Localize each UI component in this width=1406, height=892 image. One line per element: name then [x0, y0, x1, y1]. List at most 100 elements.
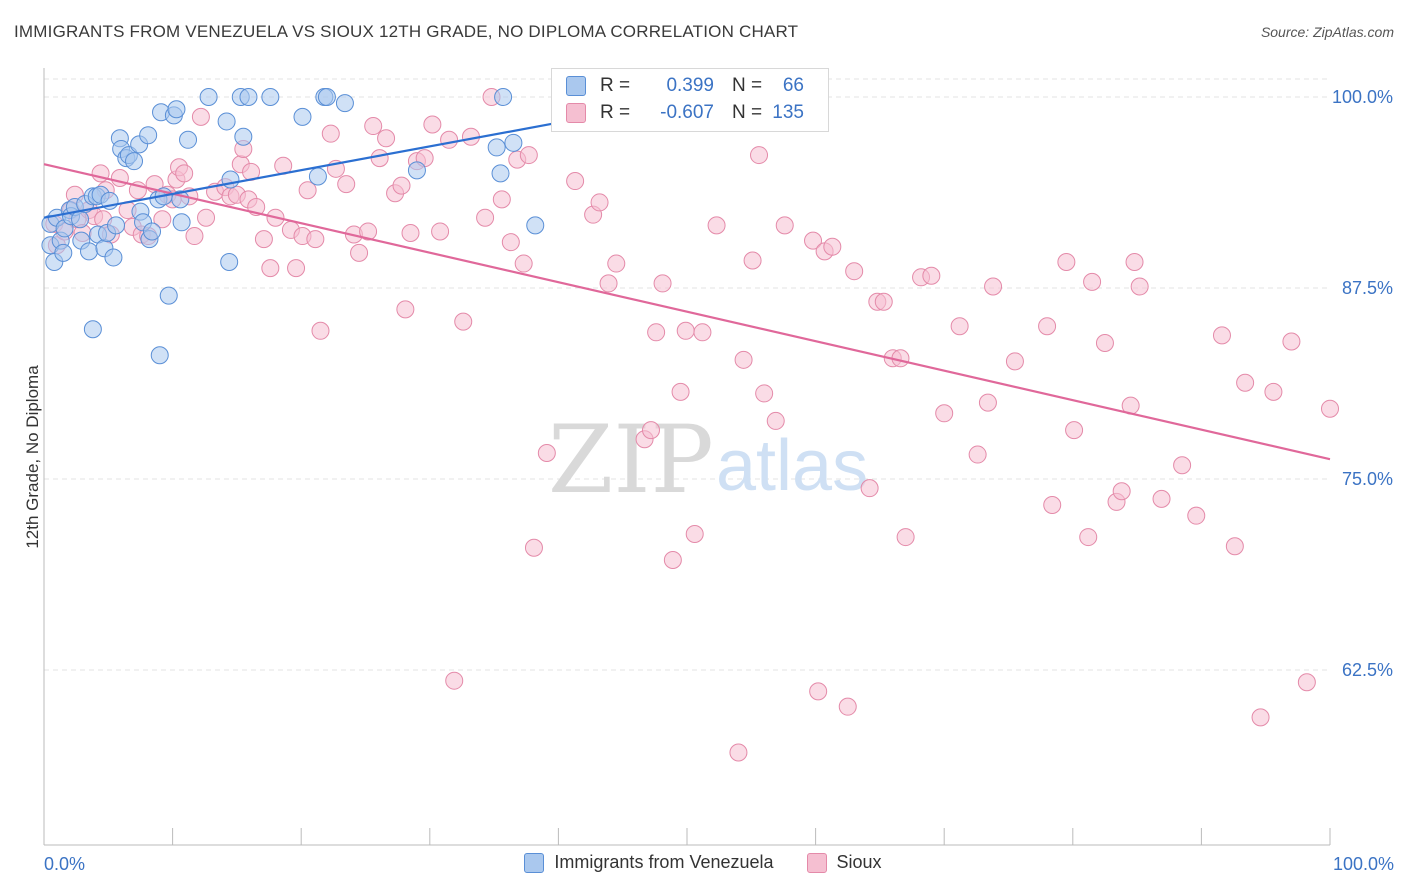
venezuela-point: [491, 164, 510, 183]
venezuela-point: [139, 126, 158, 145]
sioux-point: [1043, 495, 1062, 514]
venezuela-point: [487, 138, 506, 157]
sioux-point: [607, 254, 626, 273]
y-tick-label: 75.0%: [1342, 469, 1393, 489]
n-label: N =: [732, 75, 763, 96]
venezuela-point: [239, 88, 258, 106]
sioux-point: [254, 230, 273, 249]
y-tick-label: 100.0%: [1332, 87, 1393, 107]
sioux-point: [454, 312, 473, 331]
sioux-point: [729, 743, 748, 762]
venezuela-point: [199, 88, 218, 106]
x-tick-label: 100.0%: [1333, 854, 1394, 874]
sioux-point: [978, 393, 997, 412]
x-tick-label: 0.0%: [44, 854, 85, 874]
sioux-point: [1112, 482, 1131, 501]
sioux-point: [676, 321, 695, 340]
r-value-sioux: -0.607: [660, 102, 714, 123]
r-value-venezuela: 0.399: [666, 75, 714, 96]
sioux-point: [968, 445, 987, 464]
sioux-point: [566, 172, 585, 191]
sioux-point: [1083, 272, 1102, 291]
sioux-point: [685, 525, 704, 544]
sioux-point: [775, 216, 794, 235]
sioux-point: [350, 243, 369, 262]
chart-title: IMMIGRANTS FROM VENEZUELA VS SIOUX 12TH …: [14, 22, 799, 41]
sioux-point: [1152, 489, 1171, 508]
sioux-point: [1187, 506, 1206, 525]
venezuela-point: [104, 248, 123, 267]
sioux-point: [1095, 334, 1114, 353]
venezuela-point: [71, 210, 90, 229]
sioux-point: [524, 538, 543, 557]
venezuela-point: [150, 346, 169, 365]
n-label: N =: [732, 102, 763, 123]
legend-item-sioux[interactable]: Sioux: [806, 852, 882, 873]
venezuela-point: [125, 152, 144, 171]
legend-swatch-sioux: [806, 852, 827, 873]
stats-row-sioux: R = -0.607 N = 135: [566, 100, 804, 126]
sioux-point: [1297, 673, 1316, 692]
sioux-point: [1236, 373, 1255, 392]
watermark: ZIP atlas: [548, 406, 868, 515]
sioux-point: [359, 222, 378, 241]
sioux-point: [641, 421, 660, 440]
sioux-point: [185, 227, 204, 246]
n-value-venezuela: 66: [782, 75, 804, 96]
sioux-point: [1057, 253, 1076, 272]
sioux-point: [392, 176, 411, 195]
legend-swatch-venezuela: [524, 852, 545, 873]
venezuela-point: [83, 320, 102, 339]
venezuela-point: [308, 167, 327, 186]
venezuela-point: [317, 88, 336, 106]
venezuela-point: [261, 88, 280, 106]
sioux-point: [599, 274, 618, 293]
sioux-point: [734, 350, 753, 369]
sioux-point: [197, 208, 216, 227]
stats-box: R = 0.399 N = 66 R = -0.607 N = 135: [551, 68, 829, 132]
venezuela-point: [293, 107, 312, 126]
sioux-point: [519, 146, 538, 165]
sioux-point: [423, 115, 442, 134]
r-label: R =: [600, 102, 631, 123]
sioux-point: [287, 259, 306, 278]
sioux-point: [1125, 253, 1144, 272]
venezuela-point: [494, 88, 513, 106]
venezuela-point: [179, 130, 198, 149]
venezuela-point: [526, 216, 545, 235]
sioux-point: [492, 190, 511, 209]
sioux-trend-line: [43, 163, 1331, 461]
sioux-point: [1079, 528, 1098, 547]
venezuela-point: [54, 243, 73, 262]
sioux-point: [935, 404, 954, 423]
sioux-point: [766, 411, 785, 430]
sioux-point: [845, 262, 864, 281]
sioux-point: [298, 181, 317, 200]
sioux-point: [838, 697, 857, 716]
venezuela-point: [335, 94, 354, 113]
sioux-point: [653, 274, 672, 293]
venezuela-point: [217, 112, 236, 131]
venezuela-points: [41, 88, 606, 365]
y-axis-label: 12th Grade, No Diploma: [23, 365, 42, 549]
sioux-point: [1038, 317, 1057, 336]
sioux-point: [306, 230, 325, 249]
sioux-point: [804, 231, 823, 250]
sioux-point: [153, 210, 172, 229]
sioux-point: [922, 266, 941, 285]
watermark-zip: ZIP: [548, 406, 714, 515]
stats-swatch-venezuela: [566, 76, 586, 96]
source-credit: Source: ZipAtlas.com: [1260, 24, 1394, 40]
sioux-point: [950, 317, 969, 336]
stats-swatch-sioux: [566, 103, 586, 123]
sioux-point: [1005, 352, 1024, 371]
sioux-point: [860, 479, 879, 498]
sioux-point: [663, 550, 682, 569]
legend-item-venezuela[interactable]: Immigrants from Venezuela: [524, 852, 774, 873]
sioux-point: [1321, 399, 1339, 418]
sioux-point: [537, 444, 556, 463]
n-value-sioux: 135: [772, 102, 804, 123]
sioux-point: [647, 323, 666, 342]
venezuela-point: [504, 133, 523, 152]
